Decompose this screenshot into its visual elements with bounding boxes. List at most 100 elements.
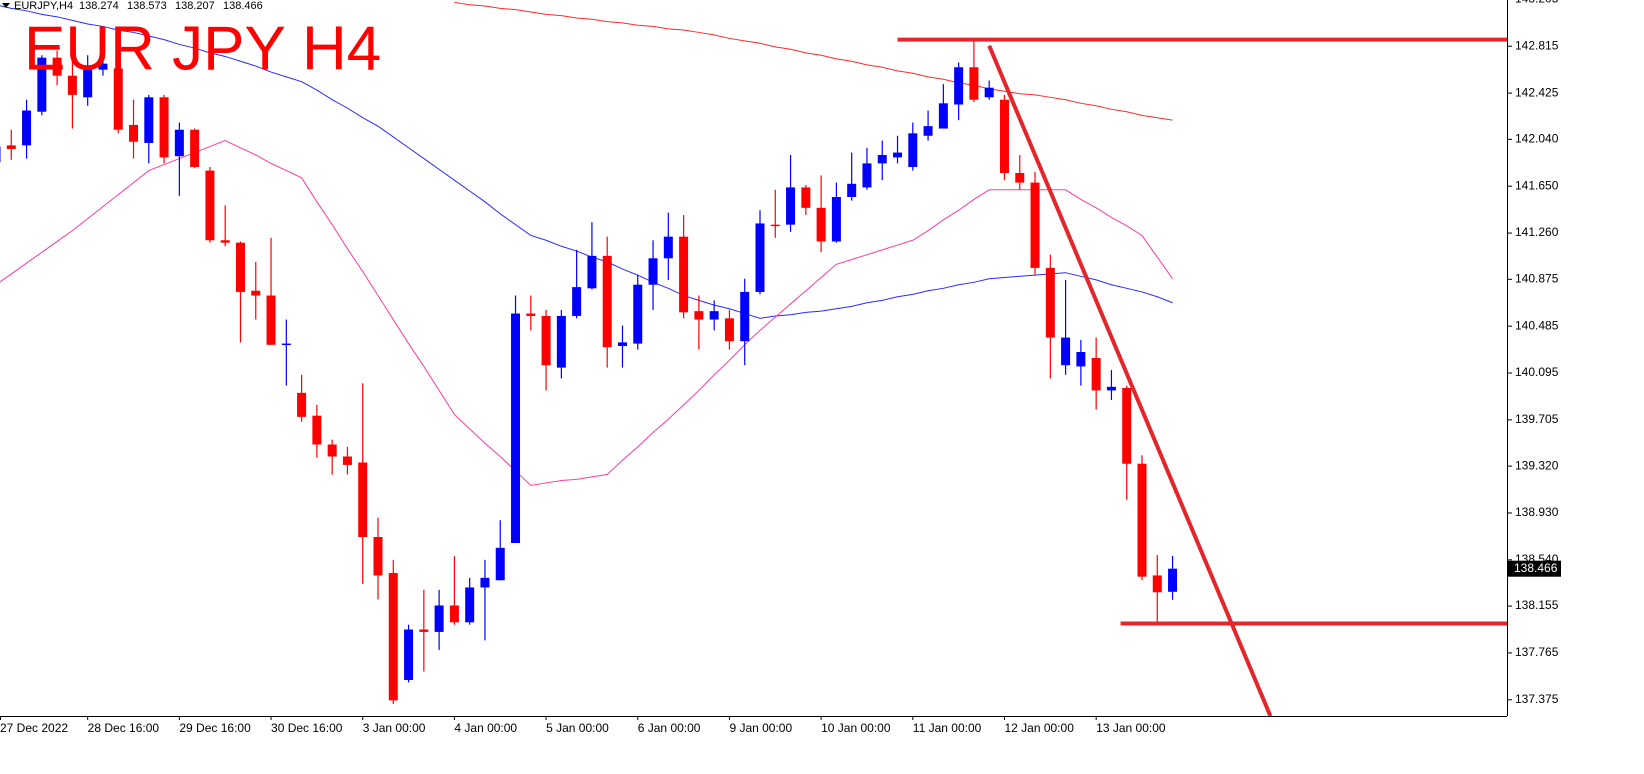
candle-body: [724, 318, 734, 342]
y-tick-label: 140.875: [1515, 271, 1559, 285]
y-tick-label: 138.155: [1515, 598, 1559, 612]
candle-body: [220, 240, 230, 243]
candle-body: [465, 587, 475, 623]
candle-body: [1152, 575, 1162, 593]
x-tick-label: 11 Jan 00:00: [913, 721, 982, 735]
candle-body: [1076, 351, 1086, 367]
y-tick-label: 143.205: [1515, 0, 1559, 6]
candle-body: [556, 315, 566, 368]
candle-body: [954, 67, 964, 105]
candle-body: [740, 291, 750, 342]
y-tick-label: 142.040: [1515, 132, 1559, 146]
candle-body: [923, 126, 933, 136]
moving-average-line: [0, 5, 1173, 319]
candle-body: [862, 163, 872, 188]
candle-body: [1168, 568, 1178, 592]
candle-body: [526, 313, 536, 316]
menu-triangle: [2, 3, 10, 8]
candle-body: [770, 224, 780, 227]
candle-body: [312, 415, 322, 445]
y-tick-label: 141.260: [1515, 225, 1559, 239]
candle-body: [679, 236, 689, 313]
candle-body: [893, 152, 903, 158]
candle-body: [281, 343, 291, 346]
candle-body: [174, 129, 184, 157]
symbol-label: EURJPY,H4: [14, 0, 73, 12]
candle-body: [6, 145, 16, 149]
candle-body: [190, 129, 200, 167]
price-tag: [1508, 560, 1561, 577]
candle-body: [1045, 267, 1055, 338]
y-tick-label: 137.765: [1515, 645, 1559, 659]
candle-body: [786, 187, 796, 225]
chart-title: EUR JPY H4: [24, 14, 381, 83]
candle-body: [327, 444, 337, 457]
y-tick-label: 139.705: [1515, 412, 1559, 426]
candle-body: [251, 290, 261, 296]
y-tick-label: 139.320: [1515, 458, 1559, 472]
candle-body: [587, 255, 597, 289]
candle-body: [495, 547, 505, 581]
candle-body: [572, 287, 582, 316]
candle-body: [1030, 182, 1040, 268]
candle-body: [1122, 388, 1132, 464]
candle-body: [358, 462, 368, 537]
candle-body: [266, 295, 276, 345]
axes: 143.205 142.815 142.425 142.040 141.650 141.2…: [0, 0, 1561, 735]
candle-body: [969, 67, 979, 100]
candle-body: [159, 97, 169, 158]
x-tick-label: 6 Jan 00:00: [638, 721, 701, 735]
candle-body: [938, 103, 948, 129]
header-high: 138.573: [127, 0, 167, 12]
candle-body: [663, 236, 673, 259]
candle-body: [205, 170, 215, 241]
candle-body: [388, 573, 398, 701]
candle-body: [541, 315, 551, 366]
candle-body: [755, 223, 765, 292]
candle-body: [419, 629, 429, 632]
candle-body: [847, 183, 857, 198]
candle-body: [709, 311, 719, 320]
candle-body: [1137, 463, 1147, 577]
candle-body: [1061, 337, 1071, 366]
candle-body: [342, 456, 352, 465]
y-tick-label: 142.425: [1515, 85, 1559, 99]
candle-body: [67, 75, 77, 95]
moving-average-line: [454, 1, 1173, 121]
x-tick-label: 30 Dec 16:00: [271, 721, 343, 735]
candle-body: [877, 154, 887, 164]
y-tick-label: 140.095: [1515, 365, 1559, 379]
candle-body: [404, 629, 414, 680]
candle-body: [129, 124, 139, 142]
header-open: 138.274: [79, 0, 119, 12]
candle-body: [617, 342, 627, 346]
candle-body: [235, 242, 245, 292]
plot-area: [0, 1, 1507, 716]
candle-body: [999, 99, 1009, 173]
candle-body: [908, 133, 918, 167]
candle-body: [113, 68, 123, 130]
y-tick-label: 138.930: [1515, 505, 1559, 519]
candle-body: [373, 537, 383, 576]
header-low: 138.207: [175, 0, 215, 12]
candle-body: [694, 311, 704, 320]
x-tick-label: 29 Dec 16:00: [179, 721, 251, 735]
candle-body: [831, 197, 841, 242]
x-tick-label: 28 Dec 16:00: [88, 721, 160, 735]
candle-body: [801, 187, 811, 208]
price-tag-label: 138.466: [1514, 561, 1558, 575]
candle-body: [602, 255, 612, 348]
y-tick-label: 142.815: [1515, 38, 1559, 52]
candle-body: [22, 110, 32, 146]
trend-line: [987, 44, 1273, 716]
candle-body: [633, 284, 643, 344]
candle-body: [1106, 386, 1116, 391]
candle-body: [1015, 172, 1025, 183]
candle-body: [144, 97, 154, 143]
candle-body: [37, 57, 47, 112]
candle-body: [816, 207, 826, 242]
x-tick-label: 27 Dec 2022: [0, 721, 68, 735]
candle-body: [0, 146, 1, 163]
y-tick-label: 141.650: [1515, 178, 1559, 192]
